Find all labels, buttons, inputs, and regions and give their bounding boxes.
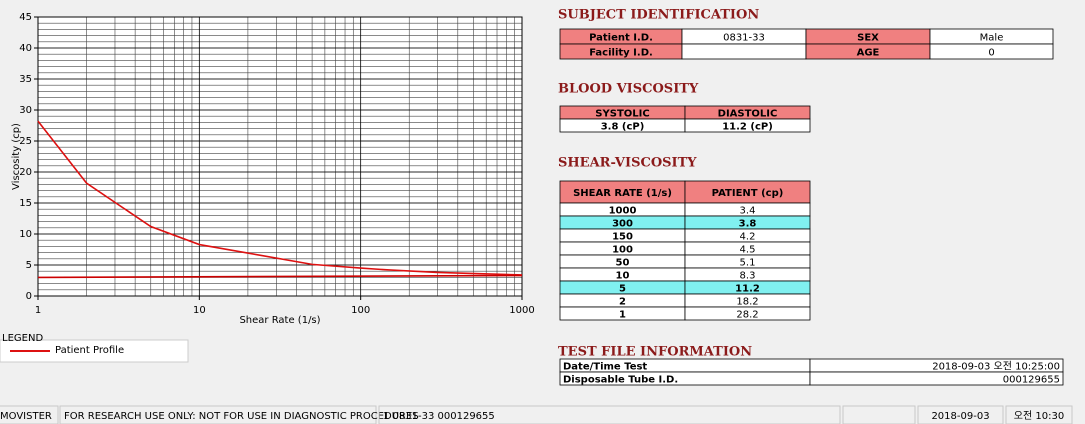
y-tick-label: 40: [19, 43, 32, 54]
section-title: SUBJECT IDENTIFICATION: [558, 8, 759, 23]
cell-text: SHEAR RATE (1/s): [573, 188, 672, 199]
cell-text: 11.2 (cP): [722, 122, 773, 133]
cell-text: SYSTOLIC: [595, 109, 649, 120]
cell-text: DIASTOLIC: [718, 109, 778, 120]
table-cell: [684, 306, 811, 321]
legend-box: [0, 339, 189, 363]
y-tick-label: 30: [19, 105, 32, 116]
y-tick-label: 10: [19, 229, 32, 240]
cell-text: Date/Time Test: [563, 362, 647, 373]
cell-text: 2018-09-03 오전 10:25:00: [932, 361, 1060, 373]
section-title: BLOOD VISCOSITY: [558, 82, 699, 97]
cell-text: Male: [980, 33, 1004, 44]
cell-text: Patient I.D.: [589, 33, 653, 44]
x-axis-label: Shear Rate (1/s): [239, 315, 320, 326]
cell-text: 2: [619, 297, 626, 308]
cell-text: 100: [612, 245, 633, 256]
cell-text: 3.4: [740, 206, 756, 217]
cell-text: 3.8: [739, 219, 757, 230]
cell-text: 18.2: [736, 297, 758, 308]
status-text: 2018-09-03: [931, 411, 989, 422]
x-tick-label: 1: [35, 305, 41, 316]
status-bar: [0, 404, 1085, 424]
cell-text: 5.1: [740, 258, 756, 269]
status-cell: [1005, 405, 1073, 424]
cell-text: 28.2: [736, 310, 758, 321]
data-line: [37, 274, 523, 279]
legend-label: Patient Profile: [55, 345, 124, 356]
x-tick-label: 100: [351, 305, 370, 316]
cell-text: 1000: [609, 206, 637, 217]
cell-text: Facility I.D.: [589, 48, 653, 59]
cell-text: 4.2: [740, 232, 756, 243]
cell-text: 000129655: [1003, 375, 1060, 386]
cell-text: 10: [616, 271, 630, 282]
status-cell: [378, 405, 841, 424]
x-tick-label: 10: [193, 305, 206, 316]
status-text: 1 0831-33 000129655: [383, 411, 495, 422]
cell-text: 300: [612, 219, 633, 230]
y-tick-label: 45: [19, 12, 32, 23]
cell-text: 3.8 (cP): [601, 122, 645, 133]
legend-title: LEGEND: [2, 333, 43, 344]
cell-text: Disposable Tube I.D.: [563, 375, 678, 386]
status-text: MOVISTER: [0, 411, 52, 422]
cell-text: 50: [616, 258, 630, 269]
status-cell: [917, 405, 1004, 424]
status-cell: [0, 405, 59, 424]
status-text: FOR RESEARCH USE ONLY: NOT FOR USE IN DI…: [64, 411, 419, 422]
y-tick-label: 5: [26, 260, 32, 271]
cell-text: PATIENT (cp): [712, 188, 784, 199]
y-axis-label: Viscosity (cp): [11, 123, 22, 190]
x-tick-label: 1000: [509, 305, 534, 316]
section-title: SHEAR-VISCOSITY: [558, 156, 697, 171]
cell-text: 11.2: [735, 284, 760, 295]
table-cell: [681, 43, 807, 60]
status-cell: [59, 405, 377, 424]
cell-text: AGE: [857, 48, 880, 59]
y-tick-label: 0: [26, 291, 32, 302]
status-text: 오전 10:30: [1014, 410, 1064, 422]
data-line: [37, 120, 523, 276]
y-tick-label: 15: [19, 198, 32, 209]
cell-text: 0831-33: [723, 33, 765, 44]
section-title: TEST FILE INFORMATION: [558, 345, 752, 360]
cell-text: 8.3: [740, 271, 756, 282]
plot-area: [37, 16, 523, 297]
cell-text: 4.5: [740, 245, 756, 256]
table-cell: [684, 118, 811, 133]
status-cell: [842, 405, 916, 424]
table-cell: [809, 371, 1064, 386]
cell-text: 150: [612, 232, 633, 243]
cell-text: 0: [988, 48, 994, 59]
y-tick-label: 25: [19, 136, 32, 147]
y-tick-label: 35: [19, 74, 32, 85]
cell-text: SEX: [857, 33, 879, 44]
table-cell: [929, 43, 1054, 60]
y-tick-label: 20: [19, 167, 32, 178]
cell-text: 1: [619, 310, 626, 321]
cell-text: 5: [619, 284, 626, 295]
